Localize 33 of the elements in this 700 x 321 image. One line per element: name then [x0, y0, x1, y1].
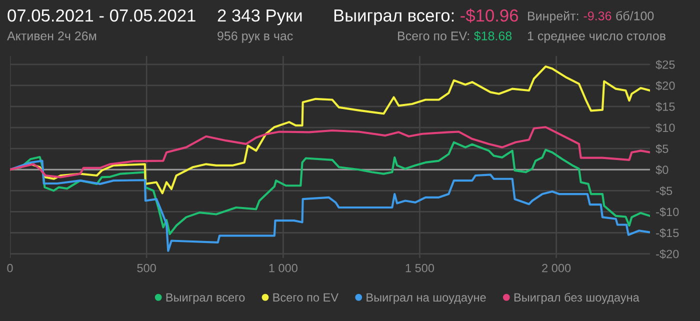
y-tick-label: $25 — [656, 60, 675, 70]
y-tick-label: $20 — [656, 80, 675, 91]
x-tick-label: 1 500 — [406, 264, 434, 272]
text: Всего по EV: — [398, 32, 469, 40]
y-tick-label: $0 — [656, 165, 668, 175]
text: Винрейт: — [528, 11, 578, 23]
text: бб/100 — [616, 11, 654, 20]
text: 1 среднее число столов — [528, 32, 666, 43]
chart-subtitle: Активен 2ч 26м — [7, 32, 96, 40]
x-tick-label: 500 — [137, 264, 156, 272]
legend-label: Всего по EV — [273, 293, 338, 302]
legend-label: Выиграл без шоудауна — [514, 292, 640, 304]
text: 2 343 Руки — [218, 9, 302, 26]
text: Выиграл всего: — [334, 10, 454, 26]
legend-label: Выиграл всего — [166, 293, 245, 304]
chart-title: 07.05.2021 - 07.05.2021 — [8, 9, 196, 22]
line-series — [10, 126, 650, 178]
x-tick-label: 0 — [7, 264, 13, 272]
y-tick-label: -$10 — [656, 207, 679, 217]
text: 956 рук в час — [218, 32, 293, 43]
y-tick-label: -$5 — [656, 186, 672, 196]
y-tick-label: $5 — [656, 144, 668, 154]
legend-label: Выиграл на шоудауне — [366, 293, 486, 304]
x-tick-label: 2 000 — [542, 264, 571, 272]
text: -9.36 — [584, 12, 612, 20]
x-tick-label: 1 000 — [269, 264, 298, 272]
y-tick-label: -$15 — [656, 228, 679, 238]
line-series — [10, 160, 650, 252]
y-tick-label: $10 — [656, 123, 675, 133]
text: $18.68 — [474, 30, 512, 42]
text: -$10.96 — [460, 8, 518, 23]
y-tick-label: -$20 — [656, 249, 679, 259]
y-tick-label: $15 — [656, 102, 675, 112]
